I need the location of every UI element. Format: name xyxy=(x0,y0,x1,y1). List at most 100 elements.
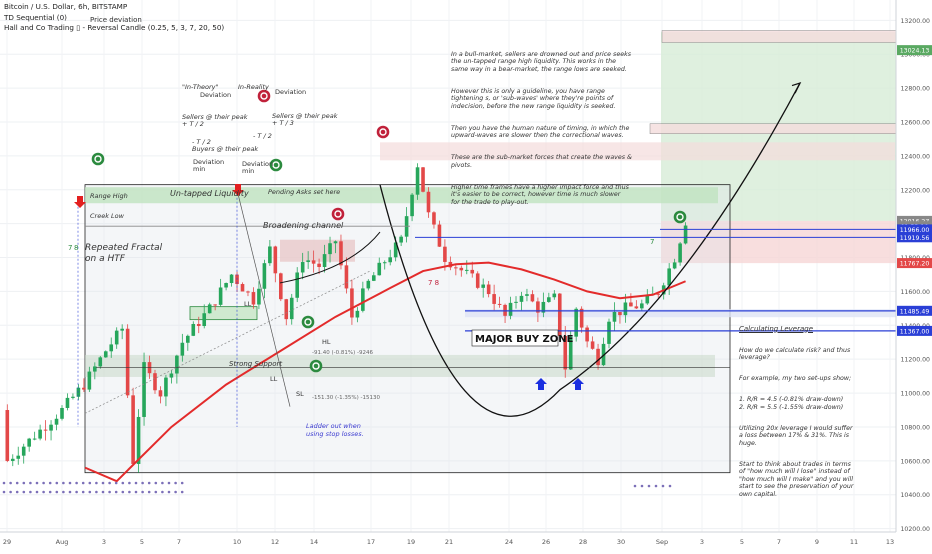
candle-body xyxy=(60,407,64,419)
time-tick-label: 21 xyxy=(445,538,453,546)
candle-body xyxy=(273,246,278,274)
untapped-liquidity-band xyxy=(85,187,718,204)
signal-dot xyxy=(141,490,144,494)
candle-body xyxy=(623,302,628,316)
moving-average xyxy=(84,261,686,483)
price-tick-label: 12400.00 xyxy=(900,153,930,160)
candle-body xyxy=(131,395,135,464)
candle-body xyxy=(481,284,485,288)
signal-dot xyxy=(633,484,637,488)
signal-dot xyxy=(35,481,39,485)
time-tick-label: 13 xyxy=(886,538,894,546)
candle-body xyxy=(295,272,300,298)
price-badge-label: 13024.13 xyxy=(900,48,930,55)
signal-dot xyxy=(154,481,158,485)
ll-label-2: LL xyxy=(270,375,278,383)
candle-body xyxy=(5,410,10,461)
candle-body xyxy=(574,308,578,337)
candle-body xyxy=(601,343,606,366)
ladder-out-label: Ladder out when using stop losses. xyxy=(306,422,364,438)
price-deviation-label: Price deviation xyxy=(90,16,142,24)
broadening-channel-label: Broadening channel xyxy=(263,221,344,230)
indicator-reversal-candle[interactable]: Hall and Co Trading ▯ - Reversal Candle … xyxy=(4,23,225,32)
candle-body xyxy=(207,304,212,314)
time-tick-label: 24 xyxy=(505,538,513,546)
candle-body xyxy=(16,455,21,459)
candle-body xyxy=(464,269,469,271)
candle-body xyxy=(229,274,234,284)
price-badge xyxy=(897,258,932,269)
time-tick-label: Aug xyxy=(56,538,69,546)
candle-body xyxy=(366,280,371,289)
candle-body xyxy=(339,241,343,266)
note-time-frames: Higher time frames have a higher impact … xyxy=(451,183,629,206)
symbol-title[interactable]: Bitcoin / U.S. Dollar, 6h, BITSTAMP xyxy=(4,2,128,11)
leverage-panel: Calculating Leverage How do we calculate… xyxy=(739,318,889,506)
candle-body xyxy=(552,293,557,298)
price-badge-label: 11919.56 xyxy=(900,235,930,242)
candle-body xyxy=(284,299,289,320)
time-tick-label: 10 xyxy=(233,538,241,546)
ma-line xyxy=(84,261,686,483)
signal-dot xyxy=(9,481,12,485)
candle-body xyxy=(240,284,245,292)
candle-body xyxy=(322,254,327,267)
candle-body xyxy=(486,284,491,295)
price-badge xyxy=(897,45,932,56)
candle-body xyxy=(246,291,250,293)
strong-support-band xyxy=(85,354,715,377)
candle-body xyxy=(317,263,321,267)
candle-body xyxy=(257,288,261,305)
candle-body xyxy=(54,418,59,425)
signal-dot xyxy=(22,490,26,494)
target-icon xyxy=(95,156,101,162)
candle-body xyxy=(454,267,458,269)
signal-dot xyxy=(55,490,59,494)
candle-body xyxy=(136,416,141,464)
candle-body xyxy=(93,366,97,372)
candle-body xyxy=(279,273,283,300)
price-badge xyxy=(897,325,932,336)
candle-body xyxy=(10,458,15,461)
signal-dot xyxy=(167,481,171,485)
price-axis[interactable]: 13200.00 13000.00 12800.00 12600.00 12400.00… xyxy=(895,0,932,533)
signal-dot xyxy=(2,490,6,494)
price-tick-label: 12600.00 xyxy=(900,119,930,126)
candle-body xyxy=(109,344,114,352)
time-tick-label: 7 xyxy=(777,538,781,546)
time-tick-label: 9 xyxy=(815,538,819,546)
candle-body xyxy=(678,243,682,263)
signal-dot xyxy=(29,481,32,485)
candle-body xyxy=(415,167,420,195)
signal-dot xyxy=(62,481,65,485)
signal-dot xyxy=(95,481,98,485)
time-axis[interactable]: 29 Aug 3 5 7 10 12 14 17 19 21 24 26 28 30 Sep 3 5 7 9 11 13 xyxy=(0,531,932,550)
signal-dot xyxy=(75,481,78,485)
candle-body xyxy=(268,246,272,264)
candle-body xyxy=(421,167,425,192)
candle-body xyxy=(683,225,688,244)
indicator-td-sequential[interactable]: TD Sequential (0) xyxy=(4,12,67,22)
candle-body xyxy=(596,348,600,366)
target-icon xyxy=(380,129,386,135)
price-tick-label: 10800.00 xyxy=(900,424,930,431)
price-badge-label: 11485.49 xyxy=(900,308,930,315)
candle-body xyxy=(579,308,584,328)
sellers-t2-label: Sellers @ their peak + T / 2 xyxy=(182,113,248,128)
candle-body xyxy=(213,304,217,306)
td-count-label: 7 xyxy=(68,244,72,252)
signal-dot xyxy=(121,490,125,494)
price-tick-label: 11200.00 xyxy=(900,357,930,364)
candle-body xyxy=(289,297,294,320)
price-badge xyxy=(897,305,932,316)
buyers-t2-label: - T / 2 Buyers @ their peak xyxy=(192,138,258,153)
candle-body xyxy=(76,387,81,397)
candle-body xyxy=(590,341,595,349)
candle-body xyxy=(114,330,119,345)
time-tick-label: 17 xyxy=(367,538,375,546)
candle-body xyxy=(38,429,42,439)
price-tick-label: 10400.00 xyxy=(900,492,930,499)
repeated-fractal-label: Repeated Fractal on a HTF xyxy=(85,243,163,264)
signal-dot xyxy=(81,490,85,494)
